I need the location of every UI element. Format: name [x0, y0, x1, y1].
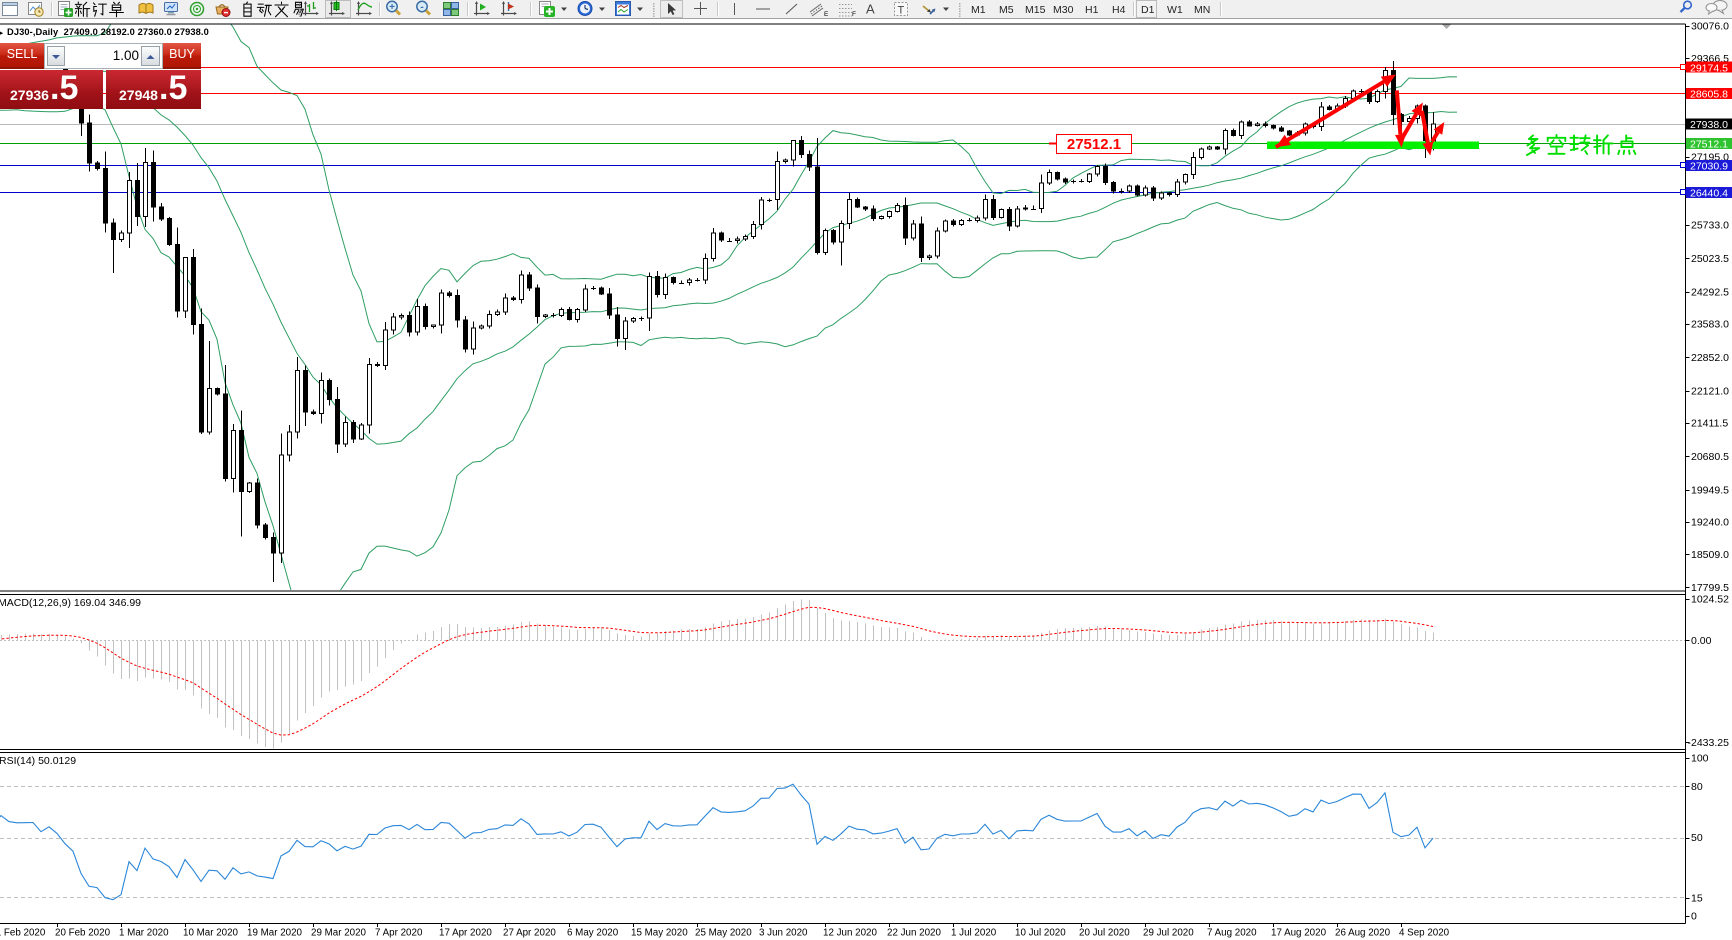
svg-text:21411.5: 21411.5	[1691, 418, 1728, 430]
svg-text:27 Apr 2020: 27 Apr 2020	[503, 928, 556, 939]
svg-text:27938.0: 27938.0	[1690, 119, 1728, 131]
svg-text:25 May 2020: 25 May 2020	[695, 928, 752, 939]
svg-text:20 Jul 2020: 20 Jul 2020	[1079, 928, 1130, 939]
svg-text:1024.52: 1024.52	[1691, 594, 1729, 606]
svg-text:+: +	[389, 2, 395, 13]
svg-text:19240.0: 19240.0	[1691, 517, 1729, 529]
svg-text:11 Feb 2020: 11 Feb 2020	[0, 928, 46, 939]
svg-text:15: 15	[1691, 893, 1703, 905]
svg-text:1 Jul 2020: 1 Jul 2020	[951, 928, 997, 939]
svg-text:3 Jun 2020: 3 Jun 2020	[759, 928, 808, 939]
svg-text:MN: MN	[1194, 4, 1210, 16]
svg-text:-: -	[420, 2, 423, 13]
svg-text:30076.0: 30076.0	[1691, 21, 1729, 33]
svg-text:20 Feb 2020: 20 Feb 2020	[55, 928, 111, 939]
svg-text:22121.0: 22121.0	[1691, 385, 1729, 397]
svg-text:MACD(12,26,9) 169.04 346.99: MACD(12,26,9) 169.04 346.99	[0, 597, 141, 609]
svg-text:24292.5: 24292.5	[1691, 286, 1729, 298]
svg-text:29 Jul 2020: 29 Jul 2020	[1143, 928, 1194, 939]
svg-text:RSI(14) 50.0129: RSI(14) 50.0129	[0, 755, 76, 767]
svg-text:22 Jun 2020: 22 Jun 2020	[887, 928, 941, 939]
svg-text:22852.0: 22852.0	[1691, 352, 1729, 364]
svg-text:27030.9: 27030.9	[1690, 161, 1728, 173]
svg-text:17 Apr 2020: 17 Apr 2020	[439, 928, 492, 939]
svg-text:80: 80	[1691, 781, 1703, 793]
svg-text:15 May 2020: 15 May 2020	[631, 928, 688, 939]
svg-text:7 Apr 2020: 7 Apr 2020	[375, 928, 423, 939]
svg-text:M5: M5	[999, 4, 1014, 16]
svg-text:-2433.25: -2433.25	[1688, 737, 1730, 749]
svg-text:29 Mar 2020: 29 Mar 2020	[311, 928, 367, 939]
svg-text:7 Aug 2020: 7 Aug 2020	[1207, 928, 1257, 939]
svg-text:W1: W1	[1167, 4, 1183, 16]
svg-text:M30: M30	[1053, 4, 1074, 16]
svg-text:A: A	[866, 2, 875, 17]
svg-text:19949.5: 19949.5	[1691, 484, 1729, 496]
svg-text:10 Jul 2020: 10 Jul 2020	[1015, 928, 1066, 939]
svg-text:27512.1: 27512.1	[1067, 136, 1121, 153]
svg-text:4 Sep 2020: 4 Sep 2020	[1399, 928, 1450, 939]
svg-text:28605.8: 28605.8	[1690, 89, 1728, 101]
svg-text:0: 0	[1691, 911, 1697, 923]
svg-text:29174.5: 29174.5	[1690, 62, 1728, 74]
svg-text:17799.5: 17799.5	[1691, 582, 1729, 594]
svg-text:19 Mar 2020: 19 Mar 2020	[247, 928, 303, 939]
svg-text:H1: H1	[1085, 4, 1099, 16]
svg-text:M1: M1	[971, 4, 986, 16]
svg-text:26440.4: 26440.4	[1690, 188, 1728, 200]
svg-text:12 Jun 2020: 12 Jun 2020	[823, 928, 877, 939]
svg-text:10 Mar 2020: 10 Mar 2020	[183, 928, 239, 939]
svg-text:18509.0: 18509.0	[1691, 549, 1729, 561]
svg-text:27512.1: 27512.1	[1690, 139, 1728, 151]
svg-text:6 May 2020: 6 May 2020	[567, 928, 619, 939]
svg-text:H4: H4	[1112, 4, 1126, 16]
svg-text:50: 50	[1691, 832, 1703, 844]
svg-text:E: E	[824, 11, 829, 18]
svg-text:M15: M15	[1025, 4, 1046, 16]
svg-text:100: 100	[1691, 753, 1709, 765]
svg-text:25023.5: 25023.5	[1691, 253, 1729, 265]
svg-text:D1: D1	[1141, 4, 1155, 16]
svg-text:26 Aug 2020: 26 Aug 2020	[1335, 928, 1391, 939]
svg-text:F: F	[852, 11, 856, 18]
svg-text:0.00: 0.00	[1691, 635, 1712, 647]
svg-text:23583.0: 23583.0	[1691, 319, 1729, 331]
svg-text:T: T	[898, 5, 905, 17]
svg-text:1 Mar 2020: 1 Mar 2020	[119, 928, 169, 939]
svg-text:25733.0: 25733.0	[1691, 220, 1729, 232]
svg-text:17 Aug 2020: 17 Aug 2020	[1271, 928, 1327, 939]
svg-text:20680.5: 20680.5	[1691, 451, 1729, 463]
